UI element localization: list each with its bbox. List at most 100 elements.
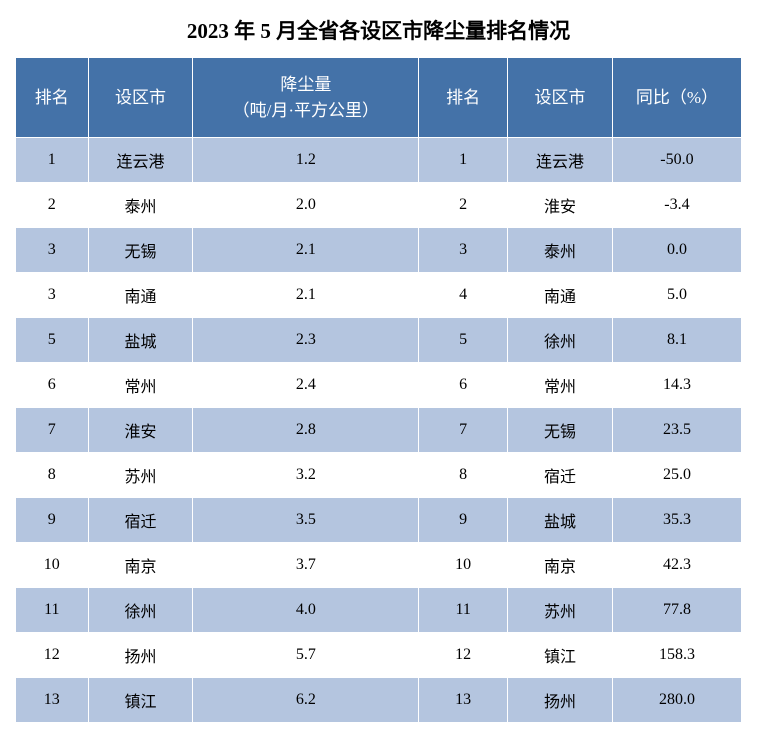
cell-yoy: 5.0 (612, 273, 741, 318)
cell-dust: 2.0 (193, 183, 419, 228)
cell-rank: 5 (16, 318, 89, 363)
table-row: 9宿迁3.59盐城35.3 (16, 498, 742, 543)
cell-city: 扬州 (88, 633, 193, 678)
cell-dust: 1.2 (193, 138, 419, 183)
table-row: 7淮安2.87无锡23.5 (16, 408, 742, 453)
cell-rank: 8 (16, 453, 89, 498)
cell-city: 无锡 (88, 228, 193, 273)
cell-rank2: 6 (419, 363, 508, 408)
cell-yoy: 23.5 (612, 408, 741, 453)
cell-rank2: 7 (419, 408, 508, 453)
cell-city: 镇江 (88, 678, 193, 723)
cell-city: 徐州 (88, 588, 193, 633)
cell-yoy: 14.3 (612, 363, 741, 408)
cell-city2: 盐城 (508, 498, 613, 543)
table-row: 3无锡2.13泰州0.0 (16, 228, 742, 273)
cell-rank: 3 (16, 228, 89, 273)
cell-dust: 6.2 (193, 678, 419, 723)
header-city2: 设区市 (508, 58, 613, 138)
cell-city2: 淮安 (508, 183, 613, 228)
table-row: 6常州2.46常州14.3 (16, 363, 742, 408)
table-row: 3南通2.14南通5.0 (16, 273, 742, 318)
cell-yoy: 0.0 (612, 228, 741, 273)
header-yoy: 同比（%） (612, 58, 741, 138)
cell-dust: 2.3 (193, 318, 419, 363)
cell-dust: 2.1 (193, 273, 419, 318)
cell-city2: 徐州 (508, 318, 613, 363)
cell-yoy: -3.4 (612, 183, 741, 228)
cell-city2: 连云港 (508, 138, 613, 183)
cell-city2: 无锡 (508, 408, 613, 453)
cell-yoy: 25.0 (612, 453, 741, 498)
cell-city: 南京 (88, 543, 193, 588)
cell-dust: 2.8 (193, 408, 419, 453)
cell-city: 泰州 (88, 183, 193, 228)
page-title: 2023 年 5 月全省各设区市降尘量排名情况 (15, 15, 742, 45)
cell-city: 连云港 (88, 138, 193, 183)
table-row: 1连云港1.21连云港-50.0 (16, 138, 742, 183)
cell-rank2: 5 (419, 318, 508, 363)
cell-rank: 3 (16, 273, 89, 318)
cell-yoy: 158.3 (612, 633, 741, 678)
cell-city2: 泰州 (508, 228, 613, 273)
cell-rank: 1 (16, 138, 89, 183)
cell-rank2: 1 (419, 138, 508, 183)
cell-city: 苏州 (88, 453, 193, 498)
cell-dust: 4.0 (193, 588, 419, 633)
dust-ranking-table: 排名 设区市 降尘量（吨/月·平方公里） 排名 设区市 同比（%） 1连云港1.… (15, 57, 742, 723)
cell-city: 南通 (88, 273, 193, 318)
cell-city: 宿迁 (88, 498, 193, 543)
cell-dust: 3.7 (193, 543, 419, 588)
cell-dust: 5.7 (193, 633, 419, 678)
cell-rank2: 2 (419, 183, 508, 228)
table-row: 8苏州3.28宿迁25.0 (16, 453, 742, 498)
cell-yoy: 42.3 (612, 543, 741, 588)
table-row: 11徐州4.011苏州77.8 (16, 588, 742, 633)
cell-city: 盐城 (88, 318, 193, 363)
header-rank2: 排名 (419, 58, 508, 138)
cell-rank: 9 (16, 498, 89, 543)
cell-rank: 11 (16, 588, 89, 633)
cell-rank: 7 (16, 408, 89, 453)
cell-rank2: 9 (419, 498, 508, 543)
cell-city2: 南通 (508, 273, 613, 318)
cell-rank: 2 (16, 183, 89, 228)
cell-city2: 扬州 (508, 678, 613, 723)
table-header-row: 排名 设区市 降尘量（吨/月·平方公里） 排名 设区市 同比（%） (16, 58, 742, 138)
table-row: 2泰州2.02淮安-3.4 (16, 183, 742, 228)
cell-rank2: 8 (419, 453, 508, 498)
cell-rank: 6 (16, 363, 89, 408)
cell-rank2: 13 (419, 678, 508, 723)
cell-city: 常州 (88, 363, 193, 408)
cell-yoy: 35.3 (612, 498, 741, 543)
table-row: 5盐城2.35徐州8.1 (16, 318, 742, 363)
cell-rank2: 12 (419, 633, 508, 678)
cell-rank2: 4 (419, 273, 508, 318)
cell-yoy: -50.0 (612, 138, 741, 183)
cell-rank: 13 (16, 678, 89, 723)
header-city: 设区市 (88, 58, 193, 138)
table-row: 13镇江6.213扬州280.0 (16, 678, 742, 723)
cell-yoy: 280.0 (612, 678, 741, 723)
table-body: 1连云港1.21连云港-50.02泰州2.02淮安-3.43无锡2.13泰州0.… (16, 138, 742, 723)
header-rank: 排名 (16, 58, 89, 138)
table-row: 10南京3.710南京42.3 (16, 543, 742, 588)
cell-dust: 2.1 (193, 228, 419, 273)
cell-dust: 2.4 (193, 363, 419, 408)
header-dust: 降尘量（吨/月·平方公里） (193, 58, 419, 138)
cell-rank2: 11 (419, 588, 508, 633)
cell-rank2: 3 (419, 228, 508, 273)
cell-city2: 苏州 (508, 588, 613, 633)
cell-dust: 3.2 (193, 453, 419, 498)
cell-rank: 10 (16, 543, 89, 588)
cell-city2: 宿迁 (508, 453, 613, 498)
table-row: 12扬州5.712镇江158.3 (16, 633, 742, 678)
cell-yoy: 8.1 (612, 318, 741, 363)
cell-yoy: 77.8 (612, 588, 741, 633)
cell-city2: 南京 (508, 543, 613, 588)
cell-city2: 常州 (508, 363, 613, 408)
cell-rank: 12 (16, 633, 89, 678)
cell-city2: 镇江 (508, 633, 613, 678)
cell-dust: 3.5 (193, 498, 419, 543)
cell-city: 淮安 (88, 408, 193, 453)
